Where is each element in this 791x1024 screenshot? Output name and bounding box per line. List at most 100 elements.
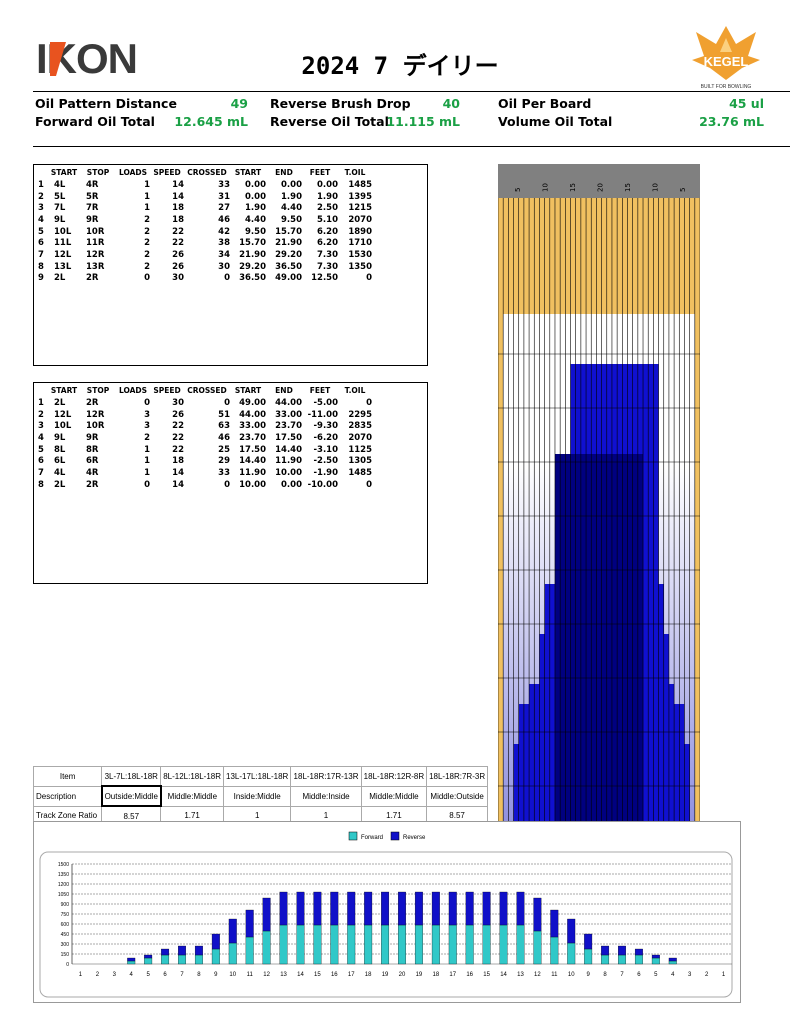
reverse-cell: 12R (86, 409, 105, 420)
page-title: 2024 7 デイリー (301, 52, 499, 80)
forward-cell: 13L (54, 261, 72, 272)
forward-column-header: LOADS (118, 167, 148, 177)
zone-cell: 18L-18R:7R-3R (426, 766, 488, 787)
x-tick-label: 14 (297, 972, 304, 978)
forward-cell: 29.20 (275, 249, 302, 260)
forward-cell: 27 (218, 203, 230, 214)
bar-reverse (634, 948, 643, 956)
reverse-cell: 1485 (348, 467, 372, 478)
forward-cell: 4L (54, 179, 66, 190)
reverse-cell: 6L (54, 456, 66, 467)
x-tick-label: 1 (79, 972, 83, 978)
forward-cell: 9R (86, 214, 99, 225)
forward-cell: 9.50 (281, 214, 302, 225)
reverse-cell: 51 (218, 409, 230, 420)
reverse-cell: 5 (38, 444, 44, 455)
y-tick-label: 750 (61, 912, 70, 918)
forward-cell: 12R (86, 249, 105, 260)
reverse-cell: 17.50 (275, 432, 302, 443)
forward-cell: 11L (54, 238, 72, 249)
bar-reverse (194, 945, 203, 956)
reverse-cell: 9R (86, 432, 99, 443)
lane-left-gutter (498, 314, 504, 824)
forward-cell: 9 (38, 273, 44, 284)
x-tick-label: 10 (568, 972, 575, 978)
x-tick-label: 12 (534, 972, 541, 978)
forward-cell: 30 (172, 273, 184, 284)
bar-reverse (228, 918, 237, 944)
forward-cell: 7.30 (317, 249, 338, 260)
forward-cell: 10R (86, 226, 105, 237)
reverse-cell: 1305 (348, 456, 372, 467)
forward-cell: 0.00 (317, 179, 338, 190)
x-tick-label: 20 (399, 972, 406, 978)
x-tick-label: 17 (348, 972, 355, 978)
reverse-cell: 8L (54, 444, 66, 455)
forward-cell: 30 (218, 261, 230, 272)
reverse-row: 3 10L 10R 3 22 63 33.00 23.70 -9.30 2835 (34, 420, 372, 432)
reverse-cell: 0 (224, 397, 230, 408)
reverse-cell: -3.10 (313, 444, 339, 455)
forward-column-header: SPEED (153, 167, 181, 177)
bar-forward (194, 954, 203, 965)
bar-forward (381, 924, 390, 965)
bar-forward (364, 924, 373, 965)
zone-cell: Track Zone Ratio (32, 805, 103, 826)
reverse-cell: 44.00 (239, 409, 266, 420)
zone-header-row: Item 3L-7L:18L-18R 8L-12L:18L-18R 13L-17… (32, 766, 488, 787)
reverse-cell: 0 (144, 397, 150, 408)
reverse-cell: 12L (54, 409, 72, 420)
x-tick-label: 14 (500, 972, 507, 978)
reverse-cell: 0 (144, 479, 150, 490)
board-label: 10 (652, 183, 660, 192)
track-zone-table: Item 3L-7L:18L-18R 8L-12L:18L-18R 13L-17… (32, 766, 488, 826)
zone-cell: Outside:Middle (100, 785, 162, 807)
reverse-cell: 25 (218, 444, 230, 455)
forward-row: 6 11L 11R 2 22 38 15.70 21.90 6.20 1710 (34, 237, 372, 249)
reverse-cell: 2R (86, 479, 99, 490)
reverse-cell: -2.50 (313, 456, 339, 467)
reverse-pass-table: START STOP LOADS SPEED CROSSED START END FEET T.… (33, 382, 428, 584)
reverse-cell: 14.40 (239, 456, 266, 467)
x-tick-label: 9 (586, 972, 590, 978)
x-tick-label: 6 (163, 972, 167, 978)
header-divider (33, 91, 790, 92)
forward-cell: 1890 (348, 226, 372, 237)
bar-forward (296, 924, 305, 965)
reverse-column-header: FEET (309, 385, 331, 395)
forward-cell: 1 (144, 191, 150, 202)
reverse-row: 6 6L 6R 1 18 29 14.40 11.90 -2.50 1305 (34, 455, 372, 467)
forward-cell: 2 (144, 226, 150, 237)
forward-column-header: CROSSED (187, 167, 227, 177)
reverse-cell: 14 (172, 479, 184, 490)
bar-reverse (398, 891, 406, 926)
legend-swatch-forward (348, 831, 358, 841)
reverse-column-header: STOP (86, 385, 110, 395)
forward-cell: 9L (54, 214, 66, 225)
x-tick-label: 16 (331, 972, 338, 978)
reverse-cell: 22 (172, 444, 184, 455)
forward-row: 2 5L 5R 1 14 31 0.00 1.90 1.90 1395 (34, 191, 372, 203)
forward-cell: 11R (86, 238, 105, 249)
reverse-cell: -9.30 (313, 421, 339, 432)
reverse-column-header: SPEED (153, 385, 181, 395)
forward-cell: 15.70 (275, 226, 302, 237)
forward-cell: 1485 (348, 179, 372, 190)
forward-cell: 29.20 (239, 261, 266, 272)
forward-cell: 0 (224, 273, 230, 284)
forward-column-header: STOP (86, 167, 110, 177)
bar-reverse (245, 909, 254, 938)
bar-forward (618, 954, 626, 965)
bar-forward (279, 924, 288, 965)
zone-cell: Inside:Middle (222, 785, 292, 807)
reverse-cell: 2L (54, 479, 66, 490)
bar-reverse (499, 891, 508, 926)
bar-reverse (161, 948, 170, 956)
reverse-cell: 9L (54, 432, 66, 443)
reverse-cell: 10.00 (275, 467, 302, 478)
reverse-oil-total-label: Reverse Oil Total (270, 114, 389, 129)
forward-column-header: END (275, 167, 293, 177)
y-tick-label: 1500 (58, 862, 69, 868)
bar-forward (398, 924, 406, 965)
x-tick-label: 15 (314, 972, 321, 978)
